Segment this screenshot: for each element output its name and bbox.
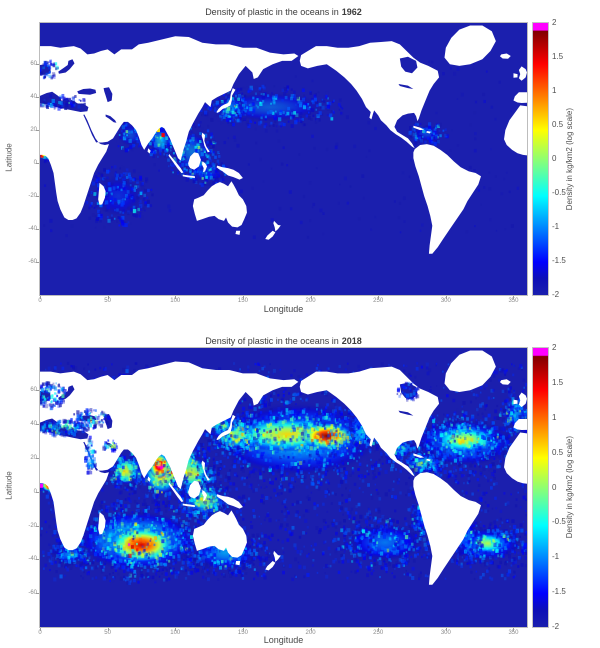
colorbar-tick-label: -1 bbox=[552, 552, 560, 562]
y-tick-label: -60 bbox=[28, 590, 37, 597]
x-tick-label: 50 bbox=[104, 630, 111, 636]
colorbar-tick-label: 2 bbox=[552, 18, 557, 27]
x-tick-label: 200 bbox=[305, 298, 316, 304]
colorbar-tick-label: -2 bbox=[552, 622, 560, 631]
colorbar bbox=[532, 347, 549, 628]
x-axis-label: Longitude bbox=[263, 304, 304, 314]
y-tick-label: 20 bbox=[30, 127, 37, 134]
colorbar-tick-label: 0 bbox=[552, 482, 557, 492]
x-tick-label: 300 bbox=[440, 630, 451, 636]
colorbar-tick-label: -1 bbox=[552, 222, 560, 231]
y-tick-label: -20 bbox=[28, 193, 37, 200]
y-tick-mark bbox=[36, 97, 39, 99]
x-tick-mark bbox=[513, 628, 515, 631]
colorbar-tick-label: 0.5 bbox=[552, 120, 564, 129]
x-tick-mark bbox=[310, 296, 312, 299]
colorbar-tick-label: -1.5 bbox=[552, 587, 566, 597]
y-tick-label: 0 bbox=[21, 160, 37, 166]
x-tick-mark bbox=[107, 628, 109, 631]
colorbar-tick-label: 1 bbox=[552, 412, 557, 422]
y-tick-mark bbox=[36, 196, 39, 198]
colorbar-tick-label: 1 bbox=[552, 86, 557, 95]
x-tick-mark bbox=[175, 296, 177, 299]
y-tick-mark bbox=[36, 64, 39, 66]
y-tick-label: -40 bbox=[28, 226, 37, 233]
x-tick-label: 150 bbox=[237, 298, 248, 304]
x-tick-mark bbox=[242, 296, 244, 299]
x-tick-mark bbox=[40, 628, 41, 631]
panel-2018: Density of plastic in the oceans in 2018 … bbox=[0, 330, 600, 648]
y-tick-mark bbox=[36, 229, 39, 231]
x-tick-mark bbox=[40, 296, 41, 299]
chart-title-year: 1962 bbox=[341, 7, 362, 17]
chart-title: Density of plastic in the oceans in 1962 bbox=[40, 7, 527, 17]
y-axis-label: Latitude bbox=[4, 471, 14, 500]
x-tick-label: 100 bbox=[170, 630, 181, 636]
x-tick-mark bbox=[378, 296, 380, 299]
x-tick-mark bbox=[107, 296, 109, 299]
y-tick-label: 0 bbox=[21, 489, 37, 495]
chart-title-year: 2018 bbox=[341, 336, 362, 346]
colorbar-tick-label: 2 bbox=[552, 343, 557, 352]
y-tick-mark bbox=[36, 424, 39, 426]
x-tick-label: 0 bbox=[38, 298, 42, 304]
colorbar-tick-label: 0 bbox=[552, 154, 557, 163]
map-canvas-2018 bbox=[39, 347, 528, 628]
x-tick-mark bbox=[242, 628, 244, 631]
x-tick-label: 350 bbox=[508, 298, 519, 304]
y-tick-label: -40 bbox=[28, 556, 37, 563]
x-axis-label: Longitude bbox=[263, 635, 304, 645]
chart-title: Density of plastic in the oceans in 2018 bbox=[40, 336, 527, 346]
x-tick-label: 350 bbox=[508, 630, 519, 636]
y-tick-label: 40 bbox=[30, 421, 37, 428]
colorbar-tick-label: -0.5 bbox=[552, 517, 566, 527]
x-tick-mark bbox=[445, 628, 447, 631]
colorbar-tick-label: -0.5 bbox=[552, 188, 566, 197]
colorbar-label: Density in kg/km2 (log scale) bbox=[562, 23, 576, 295]
y-tick-label: -60 bbox=[28, 259, 37, 266]
y-tick-label: 20 bbox=[30, 454, 37, 461]
x-tick-mark bbox=[445, 296, 447, 299]
colorbar-tick-label: 0.5 bbox=[552, 447, 564, 457]
x-tick-mark bbox=[310, 628, 312, 631]
x-tick-mark bbox=[513, 296, 515, 299]
colorbar-tick-label: 1.5 bbox=[552, 377, 564, 387]
x-tick-label: 300 bbox=[440, 298, 451, 304]
x-tick-label: 150 bbox=[237, 630, 248, 636]
colorbar-tick-label: -1.5 bbox=[552, 256, 566, 265]
y-tick-mark bbox=[36, 593, 39, 595]
x-tick-label: 0 bbox=[38, 630, 42, 636]
x-tick-label: 50 bbox=[104, 298, 111, 304]
x-tick-label: 200 bbox=[305, 630, 316, 636]
y-tick-mark bbox=[36, 262, 39, 264]
x-tick-mark bbox=[175, 628, 177, 631]
chart-title-text: Density of plastic in the oceans in bbox=[205, 7, 339, 17]
x-tick-label: 100 bbox=[170, 298, 181, 304]
colorbar-label: Density in kg/km2 (log scale) bbox=[562, 348, 576, 627]
y-tick-label: 40 bbox=[30, 94, 37, 101]
y-tick-mark bbox=[36, 163, 39, 165]
x-tick-label: 250 bbox=[373, 630, 384, 636]
panel-1962: Density of plastic in the oceans in 1962 … bbox=[4, 7, 576, 314]
colorbar bbox=[532, 22, 549, 296]
colorbar-tick-label: 1.5 bbox=[552, 52, 564, 61]
x-tick-mark bbox=[378, 628, 380, 631]
map-canvas-1962 bbox=[39, 22, 528, 296]
y-tick-mark bbox=[36, 491, 39, 493]
y-tick-label: 60 bbox=[30, 61, 37, 68]
y-tick-mark bbox=[36, 525, 39, 527]
chart-title-text: Density of plastic in the oceans in bbox=[205, 336, 339, 346]
y-axis-label: Latitude bbox=[4, 143, 14, 172]
y-tick-label: -20 bbox=[28, 522, 37, 529]
colorbar-tick-label: -2 bbox=[552, 290, 560, 299]
y-tick-mark bbox=[36, 457, 39, 459]
y-tick-mark bbox=[36, 130, 39, 132]
y-tick-mark bbox=[36, 390, 39, 392]
y-tick-mark bbox=[36, 559, 39, 561]
x-tick-label: 250 bbox=[373, 298, 384, 304]
y-tick-label: 60 bbox=[30, 387, 37, 394]
